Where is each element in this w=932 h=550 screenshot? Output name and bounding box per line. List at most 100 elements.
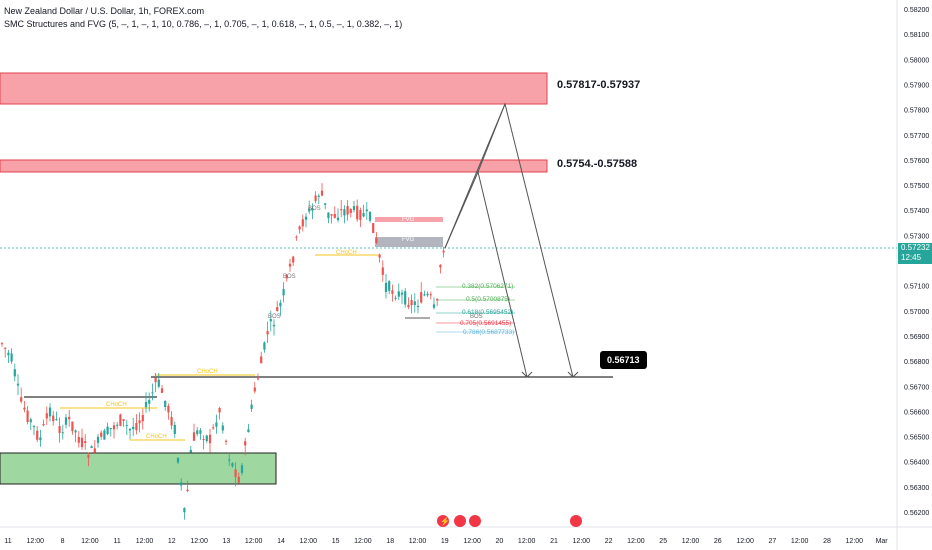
middle-zone-label: 0.5754.-0.57588 — [557, 158, 638, 170]
price-tick-label: 0.57300 — [904, 233, 929, 240]
time-tick-label: 11 — [114, 538, 121, 545]
candle-body — [237, 476, 240, 483]
candle-body — [13, 369, 16, 377]
candle-body — [10, 353, 13, 362]
candle-body — [288, 263, 292, 267]
candle-body — [336, 217, 340, 221]
candle-body — [154, 377, 157, 383]
time-tick-label: 13 — [223, 538, 231, 545]
candle-body — [416, 305, 420, 308]
candle-body — [84, 441, 87, 443]
candle-body — [343, 209, 346, 216]
time-tick-label: Mar — [876, 538, 889, 545]
time-tick-label: 18 — [386, 538, 394, 545]
candle-body — [173, 424, 176, 435]
projection-link — [477, 103, 506, 173]
candle-body — [340, 209, 343, 211]
candle-body — [96, 436, 100, 443]
us-flag-icon[interactable] — [570, 515, 582, 527]
target-price-badge: 0.56713 — [600, 351, 647, 369]
candle-body — [247, 429, 250, 433]
candle-body — [144, 402, 148, 408]
time-tick-label: 12:00 — [573, 538, 591, 545]
time-axis: 11 12:00 8 12:00 11 12:00 12 12:00 13 12:00 14 12:0… — [4, 538, 888, 545]
demand-zone[interactable] — [0, 452, 277, 485]
supply-zone-middle[interactable] — [0, 159, 548, 173]
time-tick-label: 22 — [605, 538, 613, 545]
us-flag-icon[interactable] — [469, 515, 481, 527]
flash-event-icon[interactable] — [437, 515, 449, 527]
supply-zone-upper[interactable] — [0, 72, 548, 105]
candle-body — [192, 432, 196, 441]
candle-body — [228, 459, 231, 461]
time-tick-label: 12:00 — [190, 538, 208, 545]
candle-body — [29, 419, 32, 423]
candle-body — [52, 415, 55, 422]
candle-body — [368, 211, 372, 221]
projection-path-b — [444, 102, 574, 378]
chart-title: New Zealand Dollar / U.S. Dollar, 1h, FO… — [4, 6, 205, 16]
candle-body — [93, 448, 96, 453]
candle-body — [324, 203, 327, 205]
time-tick-label: 12:00 — [736, 538, 754, 545]
candle-body — [426, 293, 429, 296]
candle-body — [407, 304, 410, 308]
choch-label: CHoCH — [197, 369, 218, 375]
price-tick-label: 0.57900 — [904, 82, 929, 89]
candle-body — [128, 428, 132, 431]
candle-body — [285, 275, 288, 279]
candle-body — [317, 195, 320, 197]
candle-body — [170, 417, 173, 426]
candle-body — [413, 301, 416, 306]
time-tick-label: 11 — [4, 538, 11, 545]
candle-body — [157, 379, 160, 387]
time-tick-label: 12:00 — [791, 538, 809, 545]
bos-label: BOS — [470, 314, 483, 320]
candle-body — [308, 208, 311, 212]
candle-body — [61, 432, 64, 434]
upper-zone-label: 0.57817-0.57937 — [557, 79, 641, 91]
price-tick-label: 0.57000 — [904, 309, 929, 316]
candle-body — [167, 405, 170, 413]
candle-body — [135, 423, 138, 431]
candle-body — [42, 424, 45, 426]
price-tick-label: 0.56500 — [904, 435, 929, 442]
price-tick-label: 0.57400 — [904, 208, 929, 215]
price-tick-label: 0.56900 — [904, 334, 929, 341]
time-tick-label: 12:00 — [463, 538, 481, 545]
fvg-box-neutral — [375, 237, 443, 247]
candle-body — [295, 236, 298, 238]
time-tick-label: 25 — [659, 538, 667, 545]
candle-body — [400, 292, 404, 295]
candle-body — [36, 430, 39, 440]
bos-label: BOS — [283, 274, 296, 280]
bar-countdown: 12:45 — [901, 253, 922, 262]
us-flag-icon[interactable] — [454, 515, 466, 527]
candle-body — [320, 190, 324, 196]
candle-body — [164, 400, 167, 408]
candle-body — [186, 489, 189, 492]
candle-body — [410, 300, 413, 306]
fib-labels: 0.382(0.5706271) 0.5(0.5700875) 0.618(0.56… — [460, 283, 514, 336]
candle-body — [151, 392, 154, 394]
candle-body — [196, 430, 199, 435]
projection-path-a — [444, 170, 528, 378]
candle-body — [215, 422, 218, 427]
candle-body — [381, 267, 384, 275]
candle-body — [349, 208, 352, 213]
candle-body — [442, 250, 445, 253]
candle-body — [176, 457, 180, 463]
candle-body — [138, 420, 141, 424]
candle-body — [362, 213, 365, 217]
event-icons[interactable]: ⚡ — [437, 515, 582, 527]
fvg-box-bearish — [375, 217, 443, 222]
indicator-legend[interactable]: SMC Structures and FVG (5, –, 1, –, 1, 1… — [4, 19, 403, 29]
price-tick-label: 0.56300 — [904, 485, 929, 492]
time-tick-label: 12:00 — [300, 538, 318, 545]
candle-body — [202, 439, 205, 441]
time-tick-label: 12:00 — [136, 538, 154, 545]
time-tick-label: 28 — [823, 538, 831, 545]
time-tick-label: 27 — [769, 538, 777, 545]
candle-body — [352, 206, 356, 211]
